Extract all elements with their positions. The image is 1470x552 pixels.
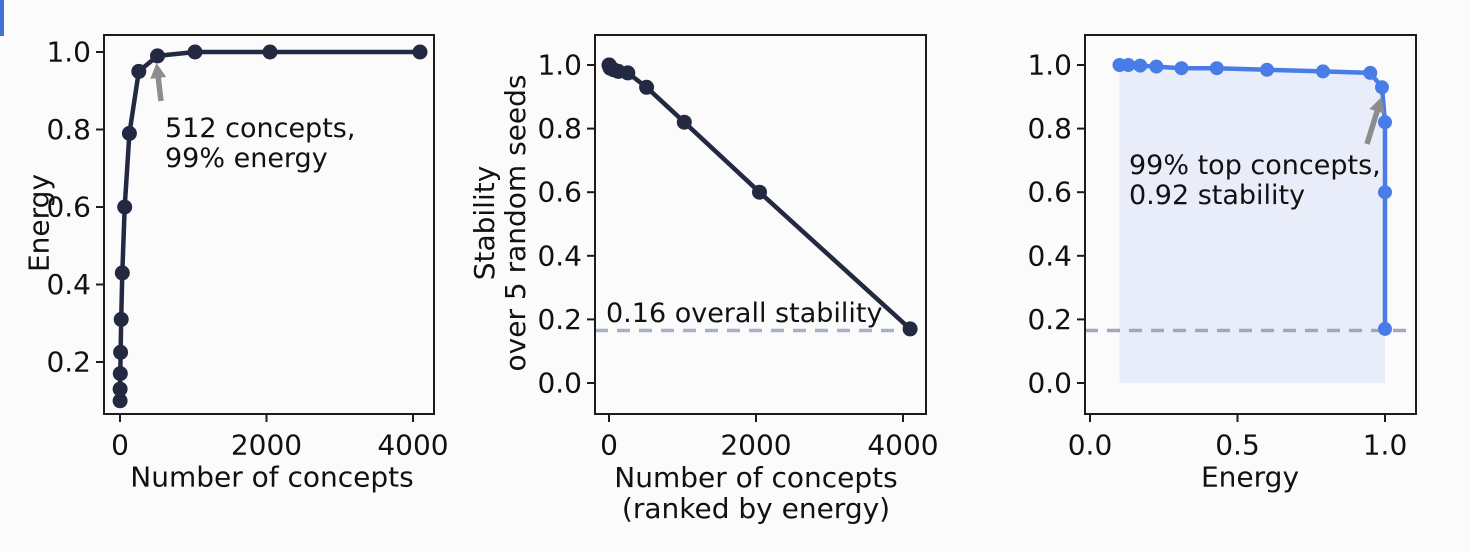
chart3-shaded-region (1119, 65, 1385, 383)
chart1-data-point (117, 199, 133, 215)
chart3-data-point (1121, 58, 1136, 72)
chart1-annotation-arrow-head (150, 63, 167, 79)
chart1-data-point (131, 63, 147, 79)
chart1-data-point (112, 393, 128, 409)
chart2-data-point (752, 184, 767, 200)
x-tick-label: 2000 (720, 429, 791, 462)
chart1-data-point (113, 344, 129, 360)
y-tick-label: 0.2 (1027, 303, 1072, 336)
x-tick-label: 4000 (867, 429, 938, 462)
chart3-data-point (1378, 185, 1392, 200)
chart2-axes-box (594, 34, 927, 415)
chart3-annotation-line2: 0.92 stability (1129, 180, 1306, 211)
chart1-annotation-arrow-shaft (155, 74, 164, 102)
chart3-data-point (1209, 61, 1224, 76)
chart2-data-point (902, 321, 918, 337)
x-tick-label: 4000 (377, 429, 448, 462)
x-tick-label: 0 (111, 429, 129, 462)
chart1-data-point (113, 311, 129, 327)
chart3-data-point (1260, 62, 1274, 77)
chart2-y-axis-label: Stability over 5 random seeds (468, 74, 532, 372)
y-tick-label: 0.8 (46, 113, 91, 146)
chart1-annotation-line1: 512 concepts, (165, 113, 356, 144)
chart3-data-point (1363, 65, 1378, 80)
chart3-data-point (1375, 80, 1389, 95)
chart1-data-point (112, 381, 128, 397)
chart2-data-point (676, 114, 692, 130)
chart1-data-point (114, 265, 130, 281)
y-tick-label: 0.8 (537, 112, 582, 145)
y-tick-label: 0.4 (1027, 239, 1072, 272)
chart3-x-axis-label: Energy (1200, 460, 1300, 494)
y-tick-label: 0.2 (46, 346, 91, 379)
chart3-annotation: 99% top concepts, 0.92 stability (1129, 151, 1381, 211)
chart2-data-point (639, 79, 655, 95)
y-tick-label: 1.0 (46, 36, 91, 69)
chart1-data-point (112, 366, 128, 382)
chart1-data-point (412, 44, 428, 60)
chart3-data-point (1133, 58, 1148, 73)
chart3-data-point (1316, 64, 1330, 79)
chart1-annotation: 512 concepts, 99% energy (165, 114, 355, 174)
y-tick-label: 0.4 (537, 239, 582, 272)
y-tick-label: 1.0 (1027, 49, 1072, 82)
chart1-data-point (150, 48, 165, 64)
y-tick-label: 0.0 (1027, 367, 1072, 400)
screen-edge-artifact (0, 0, 4, 36)
chart1-data-point (262, 44, 278, 60)
y-tick-label: 0.6 (1027, 176, 1072, 209)
chart3-annotation-arrow-head (1369, 97, 1385, 114)
chart1-axes-box (103, 34, 435, 415)
chart2-x-axis-label: Number of concepts (ranked by energy) (614, 462, 898, 524)
chart3-data-point (1174, 61, 1189, 76)
y-tick-label: 0.6 (537, 176, 582, 209)
chart3-axes-box (1084, 34, 1417, 415)
x-tick-label: 0 (600, 429, 618, 462)
y-tick-label: 0.4 (46, 268, 91, 301)
chart2-y-axis-label-line1: Stability (468, 165, 501, 281)
chart2-data-point (620, 65, 636, 81)
chart1-line-series (117, 49, 423, 404)
chart2-x-axis-label-line1: Number of concepts (614, 461, 898, 494)
chart1-data-point (187, 44, 203, 60)
chart2-x-axis-label-line2: (ranked by energy) (621, 492, 891, 525)
chart3-data-point (1149, 59, 1164, 74)
chart2-y-axis-label-line2: over 5 random seeds (499, 74, 532, 372)
chart3-annotation-line1: 99% top concepts, (1129, 150, 1381, 181)
x-tick-label: 0.5 (1215, 429, 1260, 462)
y-tick-label: 0.8 (1027, 112, 1072, 145)
x-tick-label: 1.0 (1363, 429, 1408, 462)
x-tick-label: 2000 (231, 429, 302, 462)
chart1-annotation-line2: 99% energy (165, 143, 328, 174)
chart3-data-point (1378, 321, 1392, 336)
y-tick-label: 0.0 (537, 367, 582, 400)
y-tick-label: 1.0 (537, 49, 582, 82)
x-tick-label: 0.0 (1068, 429, 1113, 462)
y-tick-label: 0.2 (537, 303, 582, 336)
y-tick-label: 0.6 (46, 191, 91, 224)
chart1-y-axis-label: Energy (22, 173, 56, 273)
chart1-x-axis-label: Number of concepts (130, 460, 414, 494)
chart2-dashed-line-label: 0.16 overall stability (606, 298, 883, 329)
chart3-annotation-arrow-shaft (1364, 107, 1381, 145)
chart3-data-point (1378, 115, 1392, 130)
chart1-data-point (121, 125, 137, 141)
